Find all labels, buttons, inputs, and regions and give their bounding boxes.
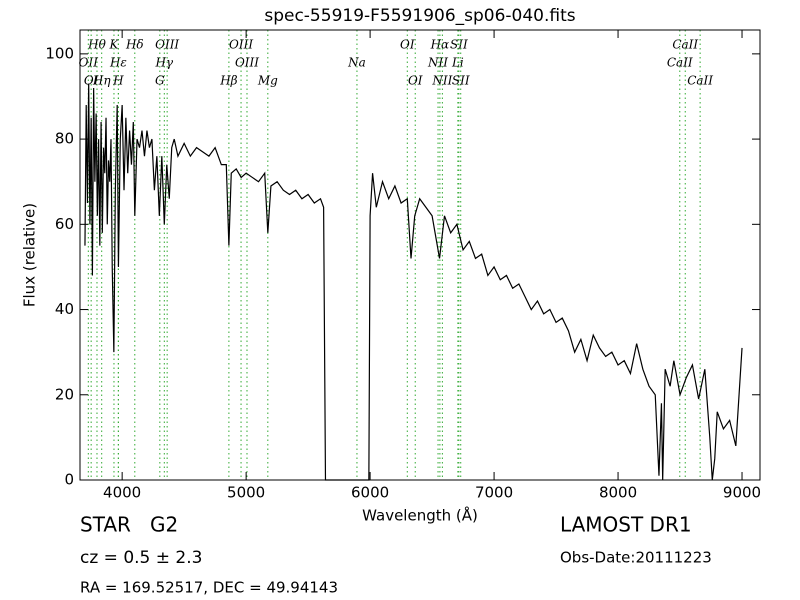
spectral-line-label: H [112, 74, 124, 88]
spectral-line-label: Hβ [219, 74, 237, 88]
y-tick-label: 100 [45, 44, 74, 62]
x-tick-label: 5000 [227, 484, 265, 502]
spectral-line-label: Li [451, 56, 464, 70]
y-axis-label: Flux (relative) [21, 203, 39, 307]
x-tick-label: 6000 [351, 484, 389, 502]
spectral-line-label: OII [79, 56, 99, 70]
spectral-line-label: OIII [235, 56, 259, 70]
chart-title: spec-55919-F5591906_sp06-040.fits [264, 6, 575, 26]
spectral-line-label: G [155, 74, 165, 88]
spectral-line-label: OIII [155, 38, 179, 52]
spectral-line-label: SII [452, 74, 470, 88]
spectral-line-label: NII [427, 56, 448, 70]
object-class: STAR G2 [80, 513, 178, 537]
y-tick-label: 0 [64, 471, 74, 489]
spectral-line-label: Hγ [154, 56, 173, 70]
spectral-line-label: NII [431, 74, 452, 88]
x-tick-label: 4000 [103, 484, 141, 502]
y-tick-label: 20 [55, 385, 74, 403]
spectral-line-label: OIII [229, 38, 253, 52]
spectral-line-label: Hη [92, 74, 111, 88]
spectral-line-label: K [108, 38, 119, 52]
spectral-line-label: OI [84, 74, 99, 88]
survey: LAMOST DR1 [560, 513, 692, 537]
y-tick-label: 40 [55, 300, 74, 318]
y-tick-label: 60 [55, 215, 74, 233]
spectral-line-label: Hδ [125, 38, 144, 52]
x-tick-label: 9000 [723, 484, 761, 502]
spectral-line-label: CaII [672, 38, 698, 52]
spectral-line-label: Hα [430, 38, 450, 52]
spectral-line-label: OI [408, 74, 423, 88]
spectral-line-label: OI [400, 38, 415, 52]
spectral-line-label: Mg [257, 74, 278, 88]
coordinates: RA = 169.52517, DEC = 49.94143 [80, 579, 338, 597]
x-tick-label: 7000 [475, 484, 513, 502]
obs-date: Obs-Date:20111223 [560, 549, 712, 567]
spectrum-line [84, 83, 743, 481]
spectral-line-label: SII [450, 38, 468, 52]
spectral-line-label: CaII [667, 56, 693, 70]
x-tick-label: 8000 [599, 484, 637, 502]
plot-frame [79, 29, 761, 481]
x-axis-label: Wavelength (Å) [362, 506, 478, 525]
spectral-line-label: CaII [687, 74, 713, 88]
spectral-line-label: Hθ [87, 38, 106, 52]
spectral-line-label: Na [347, 56, 366, 70]
y-tick-label: 80 [55, 130, 74, 148]
redshift: cz = 0.5 ± 2.3 [80, 548, 202, 568]
